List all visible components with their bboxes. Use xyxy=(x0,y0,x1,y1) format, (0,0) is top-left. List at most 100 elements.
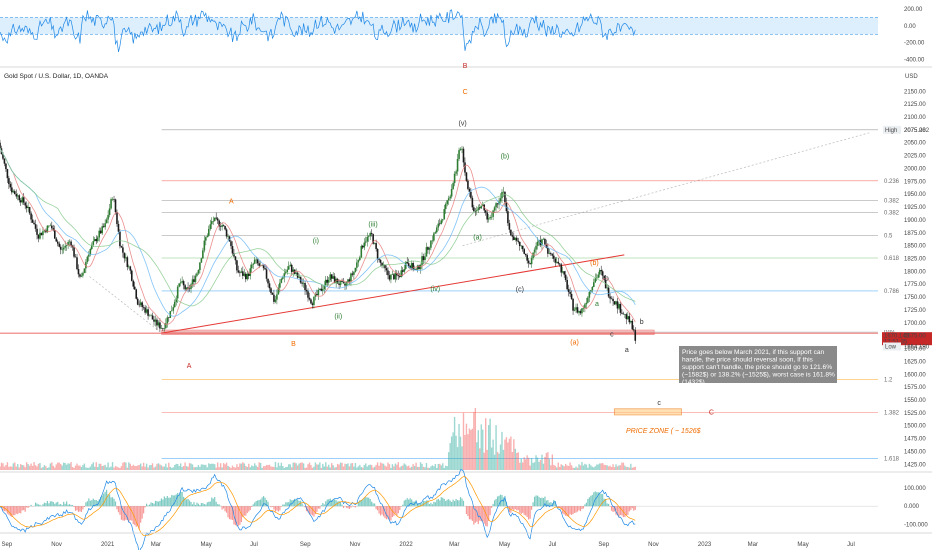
macd-histogram-bar xyxy=(357,501,359,507)
volume-bar xyxy=(492,439,494,470)
candle-body xyxy=(327,279,330,283)
macd-histogram-bar xyxy=(498,495,500,507)
macd-histogram-bar xyxy=(536,495,539,507)
macd-histogram-bar xyxy=(403,500,405,507)
volume-bar xyxy=(461,446,463,470)
macd-histogram-bar xyxy=(55,502,57,507)
candle-body xyxy=(557,261,560,264)
macd-histogram-bar xyxy=(82,506,84,510)
candle-body xyxy=(271,292,274,295)
macd-histogram-bar xyxy=(621,506,623,516)
price-tick-label: 1525.00 xyxy=(904,411,926,417)
candle-body xyxy=(136,298,139,305)
volume-bar xyxy=(316,464,318,470)
candle-body xyxy=(276,294,278,300)
volume-bar xyxy=(54,467,56,470)
macd-histogram-bar xyxy=(326,499,328,507)
candle-body xyxy=(415,268,417,270)
time-tick-label: May xyxy=(797,542,808,548)
volume-bar xyxy=(402,465,404,470)
candle-body xyxy=(628,316,631,323)
time-tick-label: 2023 xyxy=(698,542,712,548)
candle-body xyxy=(388,275,391,280)
candle-body xyxy=(18,195,21,201)
volume-bar xyxy=(299,462,302,470)
volume-bar xyxy=(532,462,534,470)
candle-body xyxy=(326,279,329,283)
candle-body xyxy=(508,223,511,230)
macd-histogram-bar xyxy=(160,498,163,507)
price-tick-label: 2075.00 xyxy=(904,128,926,134)
time-tick-label: Nov xyxy=(51,542,62,548)
price-tick-label: 1900.00 xyxy=(904,218,926,224)
macd-histogram-bar xyxy=(593,492,595,507)
macd-histogram-bar xyxy=(602,494,604,507)
macd-histogram-bar xyxy=(119,506,121,515)
candle-body xyxy=(219,226,222,227)
volume-bar xyxy=(624,465,626,470)
macd-histogram-bar xyxy=(322,503,324,507)
macd-histogram-bar xyxy=(3,506,6,512)
volume-bar xyxy=(588,463,591,470)
candle-body xyxy=(221,225,223,227)
candle-body xyxy=(401,270,404,272)
macd-tick-label: 0.000 xyxy=(904,504,920,510)
volume-bar xyxy=(205,464,207,470)
volume-bar xyxy=(11,466,13,470)
macd-histogram-bar xyxy=(334,499,336,507)
candle-body xyxy=(366,236,369,242)
macd-histogram-bar xyxy=(43,502,46,507)
volume-bar xyxy=(396,464,398,470)
time-tick-label: Sep xyxy=(598,542,609,548)
candle-body xyxy=(284,271,287,274)
macd-histogram-bar xyxy=(569,506,571,515)
candle-body xyxy=(250,264,253,269)
volume-bar xyxy=(215,467,217,470)
volume-bar xyxy=(225,462,228,470)
candle-body xyxy=(409,265,411,269)
candle-body xyxy=(123,252,126,259)
volume-bar xyxy=(406,466,408,470)
candle-body xyxy=(480,206,483,209)
volume-bar xyxy=(622,462,625,470)
volume-bar xyxy=(621,462,623,470)
volume-bar xyxy=(139,463,142,470)
volume-bar xyxy=(123,462,126,470)
volume-bar xyxy=(33,462,35,470)
macd-histogram-bar xyxy=(245,506,247,516)
candle-body xyxy=(351,273,354,275)
volume-bar xyxy=(455,435,457,470)
candle-body xyxy=(578,311,580,313)
candle-body xyxy=(527,260,530,264)
candle-body xyxy=(631,320,634,330)
wave-label: C xyxy=(463,89,468,96)
candle-body xyxy=(468,188,471,192)
fib-level-label: 0.5 xyxy=(884,233,893,239)
macd-line xyxy=(0,469,636,550)
macd-histogram-bar xyxy=(101,495,103,507)
candle-body xyxy=(357,260,360,263)
candle-body xyxy=(218,220,220,227)
macd-histogram-bar xyxy=(304,506,306,508)
macd-histogram-bar xyxy=(283,504,285,507)
macd-histogram-bar xyxy=(91,500,93,507)
wave-label: (i) xyxy=(313,238,319,245)
candle-body xyxy=(120,246,123,248)
volume-bar xyxy=(114,466,117,470)
macd-histogram-bar xyxy=(365,497,367,507)
macd-histogram-bar xyxy=(295,499,297,507)
price-tick-label: 1425.00 xyxy=(904,462,926,468)
candle-body xyxy=(490,216,493,218)
macd-histogram-bar xyxy=(376,506,379,511)
macd-histogram-bar xyxy=(456,500,459,507)
volume-bar xyxy=(422,466,425,470)
macd-histogram-bar xyxy=(209,501,211,507)
macd-histogram-bar xyxy=(397,506,399,514)
volume-bar xyxy=(542,463,545,470)
volume-bar xyxy=(394,463,397,470)
candle-body xyxy=(478,207,481,209)
candle-body xyxy=(504,191,506,203)
candle-body xyxy=(144,307,146,313)
macd-histogram-bar xyxy=(576,506,579,512)
macd-histogram-bar xyxy=(489,506,491,516)
